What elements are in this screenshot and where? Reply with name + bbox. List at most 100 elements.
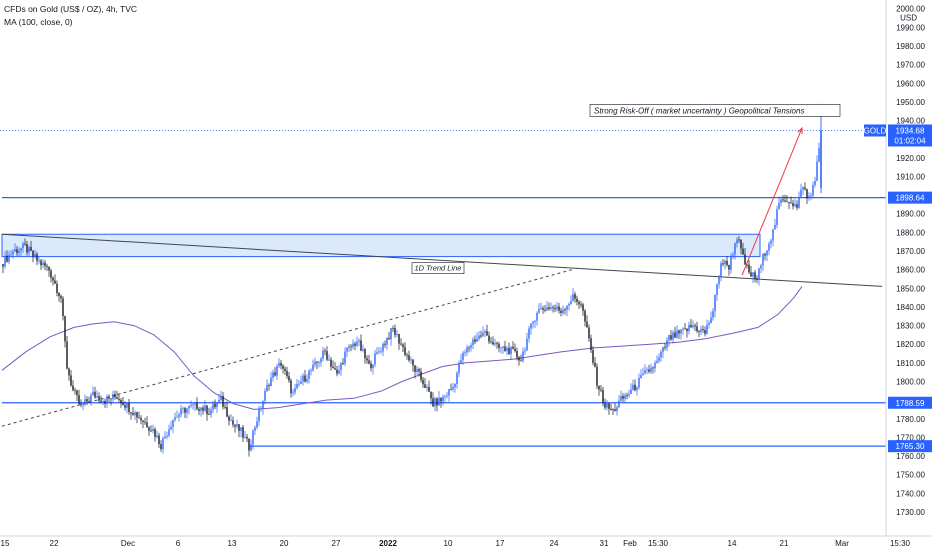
level-price-label: 1898.64 xyxy=(896,194,925,203)
candle-body xyxy=(532,321,534,324)
candle-body xyxy=(34,254,36,257)
candle-body xyxy=(676,330,678,338)
candle-body xyxy=(626,395,628,397)
candle-body xyxy=(182,408,184,409)
candle-body xyxy=(606,403,608,408)
candle-body xyxy=(194,402,196,405)
candle-body xyxy=(566,305,568,310)
candle-body xyxy=(206,405,208,415)
candle-body xyxy=(796,204,798,208)
candle-body xyxy=(38,260,40,262)
candle-body xyxy=(708,323,710,325)
y-tick-label: 1840.00 xyxy=(896,303,925,312)
candle-body xyxy=(646,369,648,371)
candle-body xyxy=(262,400,264,409)
candle-body xyxy=(212,403,214,410)
candle-body xyxy=(462,352,464,361)
candle-body xyxy=(518,357,520,361)
candle-body xyxy=(808,195,810,199)
candle-body xyxy=(72,385,74,391)
x-tick-label: 6 xyxy=(176,539,181,548)
candle-body xyxy=(720,263,722,278)
candle-body xyxy=(28,247,30,253)
candle-body xyxy=(594,362,596,367)
last-price-label: 1934.68 xyxy=(896,126,925,135)
candle-body xyxy=(588,327,590,339)
candle-body xyxy=(64,316,66,342)
symbol-tag-bg xyxy=(864,124,886,137)
candle-body xyxy=(250,444,252,451)
y-tick-label: 1920.00 xyxy=(896,154,925,163)
x-tick-label: 13 xyxy=(228,539,237,548)
candle-body xyxy=(618,400,620,408)
candle-body xyxy=(412,359,414,366)
candle-body xyxy=(666,340,668,348)
candle-body xyxy=(12,251,14,255)
candle-body xyxy=(280,362,282,366)
trend-line-label-box xyxy=(411,262,465,274)
candle-body xyxy=(698,330,700,332)
candle-body xyxy=(374,353,376,365)
candle-body xyxy=(330,359,332,367)
candle-body xyxy=(398,334,400,344)
candle-body xyxy=(198,409,200,411)
candle-body xyxy=(378,351,380,353)
candle-body xyxy=(682,328,684,330)
candle-body xyxy=(200,407,202,411)
candle-body xyxy=(10,254,12,256)
candle-body xyxy=(472,339,474,346)
y-tick-label: 2000.00 xyxy=(896,5,925,14)
candle-body xyxy=(114,394,116,398)
channel-line xyxy=(1,269,573,427)
candle-body xyxy=(580,304,582,306)
candle-body xyxy=(190,404,192,406)
candle-body xyxy=(584,310,586,322)
candle-body xyxy=(96,396,98,398)
candle-body xyxy=(276,366,278,376)
candle-body xyxy=(218,399,220,404)
plot-area: 1D Trend Line Strong Risk-Off ( market un… xyxy=(0,103,886,457)
candle-body xyxy=(252,430,254,445)
candle-body xyxy=(522,351,524,361)
candle-body xyxy=(450,389,452,391)
candle-body xyxy=(340,363,342,371)
candle-body xyxy=(216,403,218,408)
candle-body xyxy=(768,243,770,251)
candle-body xyxy=(736,239,738,244)
candle-body xyxy=(22,243,24,249)
candle-body xyxy=(254,427,256,431)
candle-body xyxy=(390,327,392,340)
candle-body xyxy=(492,341,494,345)
candle-body xyxy=(210,409,212,415)
candle-body xyxy=(724,260,726,265)
candle-body xyxy=(430,391,432,399)
candle-body xyxy=(404,347,406,355)
level-price-label: 1788.59 xyxy=(896,399,925,408)
candle-body xyxy=(102,401,104,402)
candle-body xyxy=(292,392,294,394)
candle-body xyxy=(406,354,408,356)
candle-body xyxy=(574,294,576,299)
candle-body xyxy=(662,347,664,352)
candle-body xyxy=(598,385,600,390)
candle-body xyxy=(578,301,580,305)
candle-body xyxy=(740,239,742,249)
candle-body xyxy=(360,340,362,351)
candle-body xyxy=(136,412,138,418)
chart-title: CFDs on Gold (US$ / OZ), 4h, TVC xyxy=(4,4,138,14)
candle-body xyxy=(328,359,330,361)
candle-body xyxy=(316,361,318,363)
candle-body xyxy=(82,404,84,406)
candle-body xyxy=(228,416,230,421)
candle-body xyxy=(60,296,62,299)
candle-body xyxy=(304,375,306,382)
x-tick-label: Dec xyxy=(121,539,135,548)
candle-body xyxy=(548,307,550,309)
candle-body xyxy=(630,389,632,394)
candle-body xyxy=(486,331,488,336)
candle-body xyxy=(514,348,516,352)
candle-body xyxy=(528,328,530,339)
last-candle xyxy=(820,130,822,188)
candle-body xyxy=(66,341,68,369)
